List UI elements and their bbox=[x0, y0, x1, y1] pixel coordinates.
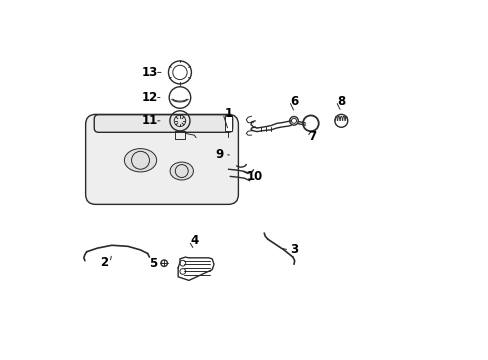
FancyBboxPatch shape bbox=[85, 114, 238, 204]
Text: 2: 2 bbox=[101, 256, 108, 269]
Bar bbox=[224, 116, 231, 131]
Text: 5: 5 bbox=[149, 257, 157, 270]
Text: 11: 11 bbox=[141, 114, 157, 127]
Text: 3: 3 bbox=[290, 243, 298, 256]
Text: 9: 9 bbox=[215, 148, 223, 161]
Text: 12: 12 bbox=[141, 91, 157, 104]
Text: 10: 10 bbox=[246, 170, 263, 183]
Text: 1: 1 bbox=[224, 107, 232, 120]
Ellipse shape bbox=[170, 162, 193, 180]
Text: 7: 7 bbox=[308, 130, 316, 144]
Text: 4: 4 bbox=[190, 234, 198, 247]
FancyBboxPatch shape bbox=[94, 115, 232, 132]
Ellipse shape bbox=[124, 149, 156, 172]
Text: 8: 8 bbox=[337, 95, 345, 108]
Text: 13: 13 bbox=[141, 66, 157, 79]
Text: 6: 6 bbox=[290, 95, 298, 108]
